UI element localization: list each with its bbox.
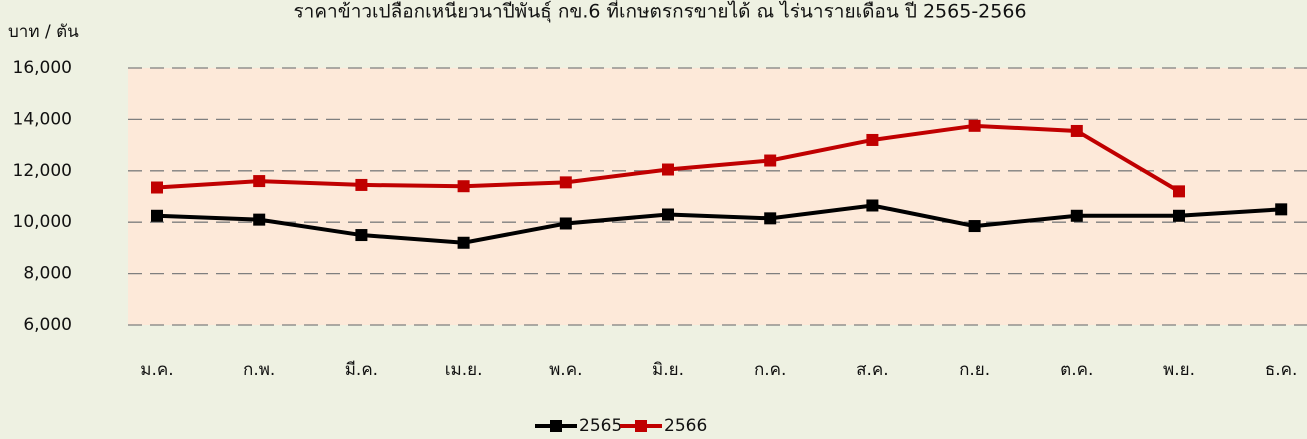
- plot-area: [128, 68, 1307, 325]
- x-tick-label: ส.ค.: [856, 360, 889, 380]
- legend-label: 2565: [579, 416, 622, 436]
- point: [253, 175, 266, 188]
- x-tick-label: พ.ค.: [549, 360, 582, 380]
- point: [457, 236, 470, 249]
- x-tick-label: เม.ย.: [445, 360, 483, 380]
- x-tick-label: ต.ค.: [1060, 360, 1093, 380]
- y-tick-label: 12,000: [13, 161, 72, 181]
- point: [1173, 209, 1185, 222]
- point: [457, 180, 470, 193]
- point: [151, 181, 163, 194]
- x-tick-label: มิ.ย.: [652, 360, 684, 380]
- point: [559, 176, 572, 189]
- legend-marker: [635, 420, 647, 432]
- point: [1070, 209, 1083, 222]
- chart-title: ราคาข้าวเปลือกเหนียวนาปีพันธุ์ กข.6 ที่เ…: [293, 0, 1026, 24]
- point: [355, 178, 368, 191]
- point: [866, 133, 879, 146]
- point: [1070, 124, 1083, 137]
- point: [764, 154, 777, 167]
- x-tick-label: ม.ค.: [140, 360, 173, 380]
- x-tick-label: มี.ค.: [345, 360, 378, 380]
- x-tick-label: ก.ย.: [959, 360, 990, 380]
- legend-label: 2566: [664, 416, 707, 436]
- point: [968, 220, 981, 233]
- series-line: [156, 203, 1282, 245]
- point: [764, 212, 777, 225]
- point: [662, 163, 674, 176]
- y-tick-label: 14,000: [13, 109, 72, 129]
- y-tick-label: 10,000: [13, 212, 72, 232]
- x-tick-label: พ.ย.: [1163, 360, 1195, 380]
- point: [1275, 203, 1288, 216]
- x-tick-label: ก.ค.: [754, 360, 786, 380]
- y-tick-label: 16,000: [13, 58, 72, 78]
- x-tick-label: ก.พ.: [243, 360, 275, 380]
- y-axis-label: บาท / ตัน: [8, 22, 79, 42]
- y-tick-label: 8,000: [23, 264, 72, 284]
- point: [355, 229, 368, 242]
- point: [662, 208, 674, 221]
- point: [1173, 185, 1185, 198]
- point: [968, 119, 981, 132]
- legend-marker: [550, 420, 562, 432]
- y-tick-label: 6,000: [23, 315, 72, 335]
- point: [253, 213, 266, 226]
- point: [151, 209, 163, 222]
- x-tick-label: ธ.ค.: [1265, 360, 1298, 380]
- point: [866, 199, 879, 212]
- point: [559, 217, 572, 230]
